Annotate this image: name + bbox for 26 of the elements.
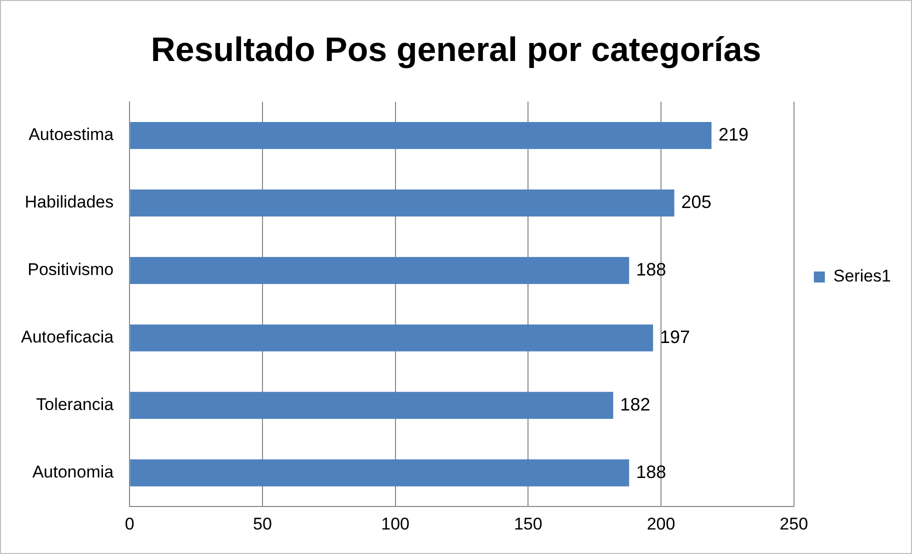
bar [130,459,630,486]
y-tick-label: Tolerancia [36,395,114,414]
bar [130,190,674,216]
data-label: 205 [681,192,712,212]
y-tick-label: Autoeficacia [20,328,114,347]
y-tick-label: Positivismo [28,260,114,280]
legend-label: Series1 [833,266,891,286]
y-tick-label: Habilidades [24,192,114,212]
bar [130,256,630,284]
data-label: 219 [718,124,749,144]
bar [130,392,614,419]
data-label: 197 [660,326,690,347]
x-tick-label: 100 [381,514,410,534]
data-label: 182 [620,394,650,414]
y-tick-label: Autonomia [32,462,114,482]
bar [130,122,712,150]
x-tick-label: 250 [780,514,808,534]
x-tick-label: 200 [646,514,676,534]
data-label: 188 [636,462,666,482]
chart-title: Resultado Pos general por categorías [150,30,762,69]
bar [130,324,654,352]
x-tick-label: 150 [514,514,542,534]
data-label: 188 [636,259,666,280]
x-tick-label: 50 [253,514,272,534]
y-tick-label: Autoestima [28,125,114,144]
x-tick-label: 0 [124,514,134,534]
